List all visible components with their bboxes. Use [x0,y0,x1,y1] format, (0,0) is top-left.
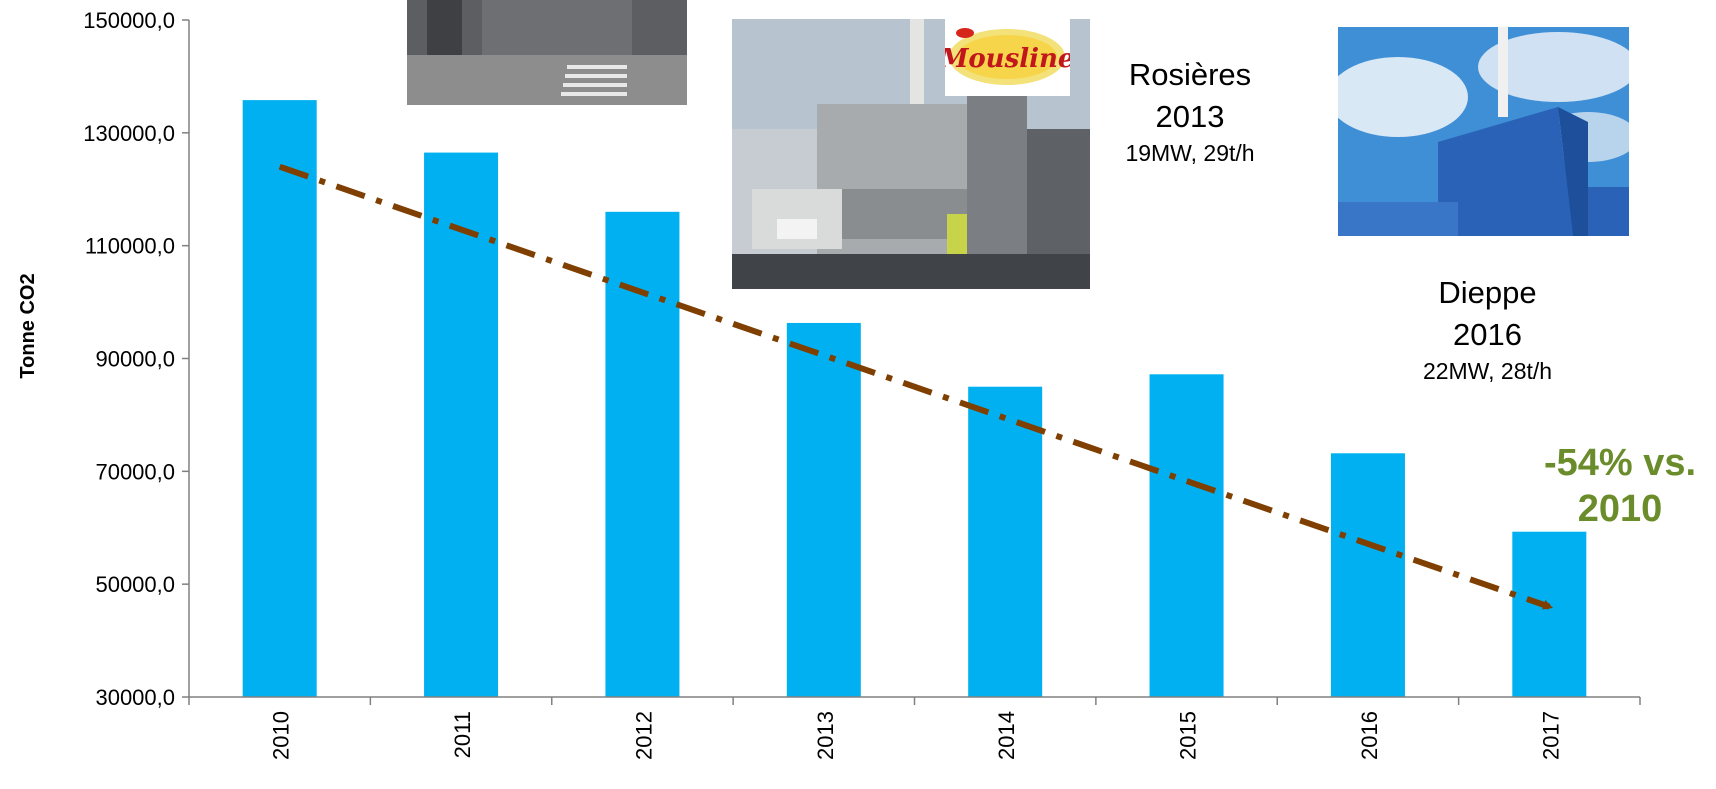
plant-photo-1-image [407,0,687,105]
y-tick-label: 70000,0 [95,459,175,484]
x-tick-label: 2014 [994,711,1019,760]
dieppe-spec: 22MW, 28t/h [1422,358,1553,384]
x-tick-label: 2011 [450,711,475,758]
dieppe-annotation: Dieppe 2016 22MW, 28t/h [1380,272,1595,386]
axes-group: 30000,0 50000,0 70000,0 90000,0 110000,0 1300… [83,8,1641,760]
dieppe-year: 2016 [1453,317,1522,352]
bar-2013 [786,322,861,697]
bar-2010 [242,100,317,697]
x-tick-label: 2017 [1538,711,1563,760]
y-tick-label: 30000,0 [95,685,175,710]
bar-2016 [1330,453,1405,697]
trend-arrow [278,163,1554,610]
y-tick-label: 130000,0 [83,121,175,146]
rosieres-annotation: Rosières 2013 19MW, 29t/h [1095,54,1285,168]
mousline-logo-image: Mousline [945,28,1070,85]
x-tick-label: 2012 [631,711,656,760]
x-tick-label: 2016 [1357,711,1382,760]
y-tick-label: 50000,0 [95,572,175,597]
reduction-callout-line1: -54% vs. [1543,442,1697,484]
bar-2017 [1512,531,1587,697]
svg-text:Mousline: Mousline [945,44,1070,74]
bar-2012 [605,211,680,698]
bar-2015 [1149,374,1224,697]
x-tick-label: 2013 [813,711,838,760]
rosieres-year: 2013 [1155,99,1225,134]
reduction-callout-line2: 2010 [1577,488,1663,530]
dieppe-name: Dieppe [1438,275,1537,310]
y-tick-label: 110000,0 [85,234,175,259]
rosieres-spec: 19MW, 29t/h [1125,140,1255,166]
trend-group [278,163,1554,610]
mousline-logo: Mousline [945,19,1070,96]
dieppe-plant-image [1338,27,1629,236]
dieppe-plant-photo [1338,27,1629,236]
bar-2014 [968,386,1043,697]
rosieres-name: Rosières [1128,57,1252,92]
y-tick-label: 90000,0 [95,347,175,372]
x-tick-label: 2015 [1176,711,1201,760]
plant-photo-1 [407,0,687,105]
x-tick-label: 2010 [269,711,294,760]
bars-group [242,100,1587,698]
y-tick-label: 150000,0 [83,8,175,33]
reduction-callout: -54% vs. 2010 [1530,440,1710,532]
bar-2011 [424,152,499,697]
y-axis-title: Tonne CO2 [17,273,39,378]
